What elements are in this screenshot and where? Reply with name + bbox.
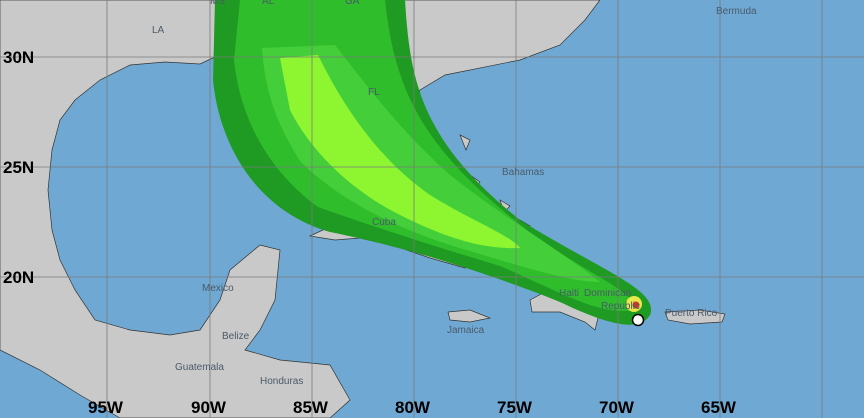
tick-90w: 90W [191, 398, 227, 417]
place-labels: LA MS AL GA FL Bermuda Bahamas Cuba Mexi… [152, 0, 757, 387]
label-cuba: Cuba [372, 217, 396, 228]
puerto-rico-island [664, 309, 726, 325]
jamaica-island [447, 309, 492, 323]
probability-band-3 [262, 45, 600, 282]
tick-30n: 30N [3, 48, 34, 67]
tick-85w: 85W [293, 398, 329, 417]
tick-65w: 65W [701, 398, 737, 417]
tick-70w: 70W [599, 398, 635, 417]
tick-75w: 75W [497, 398, 533, 417]
label-fl: FL [368, 87, 380, 98]
probability-peak-red [632, 301, 640, 309]
label-republic: Republic [601, 301, 640, 312]
label-ms: MS [210, 0, 225, 7]
label-ga: GA [345, 0, 360, 7]
tick-20n: 20N [3, 268, 34, 287]
probability-band-inner [280, 55, 520, 249]
label-belize: Belize [222, 331, 250, 342]
label-jamaica: Jamaica [447, 325, 485, 336]
storm-center-marker [631, 313, 645, 327]
label-dominican: Dominican [584, 288, 631, 299]
probability-cone [213, 0, 652, 325]
tick-25n: 25N [3, 158, 34, 177]
axis-ticks: 95W 90W 85W 80W 75W 70W 65W 30N 25N 20N [3, 48, 737, 417]
label-al: AL [262, 0, 275, 7]
tick-95w: 95W [88, 398, 124, 417]
label-la: LA [152, 25, 165, 36]
label-guatemala: Guatemala [175, 362, 224, 373]
label-haiti: Haiti [559, 288, 579, 299]
label-bahamas: Bahamas [502, 167, 544, 178]
label-puerto-rico: Puerto Rico [665, 308, 718, 319]
tick-80w: 80W [395, 398, 431, 417]
label-bermuda: Bermuda [716, 6, 757, 17]
label-mexico: Mexico [202, 283, 234, 294]
label-honduras: Honduras [260, 376, 303, 387]
